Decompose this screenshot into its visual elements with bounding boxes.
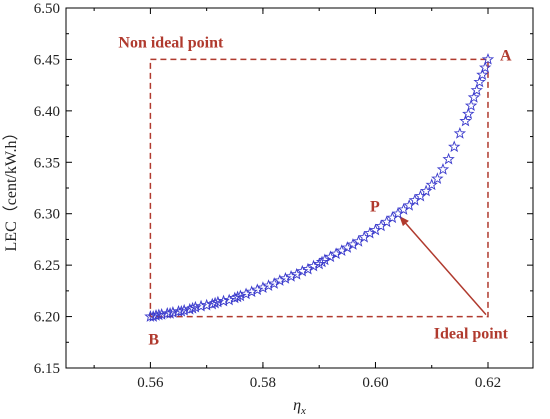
star-data-point — [380, 215, 393, 228]
star-data-point — [358, 230, 371, 243]
y-tick-label: 6.25 — [34, 258, 60, 274]
star-data-point — [481, 52, 495, 65]
star-data-point — [464, 99, 478, 111]
star-data-point — [194, 299, 208, 312]
point-p-label: P — [370, 199, 380, 216]
plot-frame — [65, 7, 534, 369]
star-data-point — [217, 294, 230, 307]
star-data-point — [459, 114, 472, 127]
ideal-point-label: Ideal point — [434, 326, 509, 343]
x-axis-title-main: η — [293, 397, 301, 414]
x-axis-title-subscript: x — [300, 405, 306, 417]
star-data-point — [211, 295, 225, 308]
star-data-point — [200, 298, 213, 311]
annotation-rectangle — [149, 58, 489, 318]
star-data-point — [352, 235, 365, 247]
star-data-point — [479, 61, 492, 73]
star-data-point — [166, 305, 180, 318]
star-data-point — [467, 91, 481, 103]
star-data-point — [448, 140, 461, 153]
y-axis-title: LEC（cent/kW.h） — [2, 125, 20, 252]
star-data-point — [408, 193, 422, 206]
star-data-point — [369, 223, 382, 236]
y-tick-label: 6.50 — [34, 1, 60, 17]
star-data-point — [397, 203, 410, 215]
y-tick-label: 6.45 — [34, 52, 60, 68]
ideal-point-arrow — [399, 215, 487, 316]
y-tick-label: 6.15 — [34, 361, 60, 377]
x-tick-label: 0.58 — [250, 375, 276, 391]
star-data-point — [470, 83, 483, 96]
star-data-point — [425, 178, 438, 191]
data-points — [144, 52, 495, 322]
non-ideal-point-label: Non ideal point — [118, 34, 224, 51]
star-data-point — [374, 219, 388, 232]
x-tick-label: 0.62 — [475, 375, 501, 391]
star-data-point — [473, 75, 486, 88]
star-data-point — [155, 308, 168, 320]
x-axis-title: ηx — [293, 397, 306, 417]
star-data-point — [431, 172, 444, 184]
star-data-point — [476, 68, 489, 81]
star-data-point — [391, 207, 405, 219]
star-data-point — [386, 211, 399, 224]
star-data-point — [453, 127, 467, 139]
axis-ticks — [66, 7, 533, 369]
x-tick-label: 0.60 — [362, 375, 388, 391]
star-data-point — [189, 300, 202, 313]
y-tick-label: 6.40 — [34, 104, 60, 120]
star-data-point — [442, 152, 455, 165]
y-tick-label: 6.20 — [34, 310, 60, 326]
star-data-point — [177, 303, 191, 316]
star-data-point — [436, 163, 450, 175]
star-data-point — [419, 184, 433, 197]
tick-labels: 6.15 6.20 6.25 6.30 6.35 6.40 6.45 6.50 0.56 0.58… — [34, 1, 501, 391]
y-tick-label: 6.30 — [34, 207, 60, 223]
y-tick-label: 6.35 — [34, 155, 60, 171]
point-a-label: A — [500, 47, 512, 64]
x-tick-label: 0.56 — [137, 375, 164, 391]
star-data-point — [462, 107, 475, 120]
point-b-label: B — [148, 332, 159, 349]
